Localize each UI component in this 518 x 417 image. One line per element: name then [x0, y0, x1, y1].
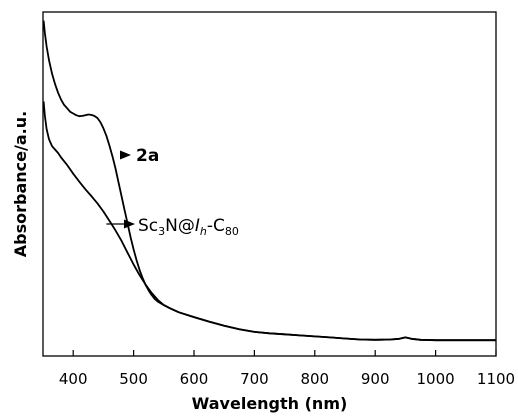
svg-text:Sc3N@Ih-C80: Sc3N@Ih-C80 [138, 216, 239, 238]
label-sc3n-ital: I [195, 216, 200, 236]
series-line-0 [42, 20, 496, 342]
label-sc3n-dash: -C [207, 216, 225, 236]
label-sc3n-sub3: 80 [225, 225, 239, 238]
series-lines [42, 20, 496, 342]
label-sc3n-sc: Sc [138, 216, 158, 236]
x-axis-title: Wavelength (nm) [192, 394, 348, 413]
x-tick-label-1100: 1100 [477, 370, 515, 388]
series-label-sc3n: Sc3N@Ih-C80 [106, 216, 239, 238]
label-sc3n-sub1: 3 [158, 225, 165, 238]
x-tick-label-900: 900 [361, 370, 390, 388]
x-tick-label-600: 600 [180, 370, 209, 388]
arrow-head-2a [120, 150, 131, 160]
y-axis-title: Absorbance/a.u. [11, 111, 30, 257]
series-label-2a: 2a [120, 146, 159, 166]
label-sc3n-sub2: h [200, 225, 207, 238]
series-line-1 [42, 101, 496, 342]
x-tick-label-1000: 1000 [417, 370, 455, 388]
x-tick-label-400: 400 [59, 370, 88, 388]
x-tick-label-700: 700 [240, 370, 269, 388]
label-sc3n-mid: N@ [165, 216, 195, 236]
svg-text:2a: 2a [136, 146, 159, 166]
x-tick-label-800: 800 [300, 370, 329, 388]
x-tick-label-500: 500 [119, 370, 148, 388]
label-2a: 2a [136, 146, 159, 166]
arrow-head-sc3n [124, 219, 135, 229]
x-ticks: 400 500 600 700 800 900 1000 1100 [59, 350, 515, 388]
plot-frame [42, 11, 497, 357]
